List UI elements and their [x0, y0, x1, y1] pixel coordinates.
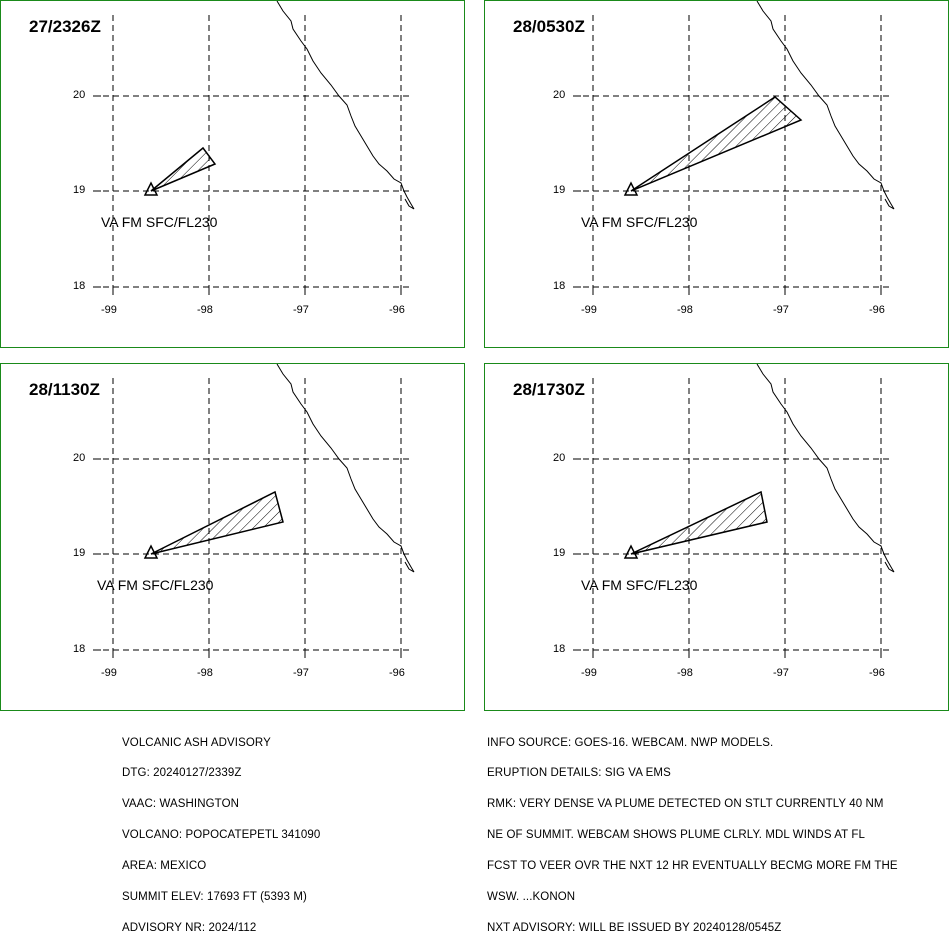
coastline	[276, 1, 415, 210]
lat-tick-19: 19	[553, 547, 566, 559]
coastline	[756, 1, 895, 210]
map-graphic-1	[93, 1, 415, 295]
coastline	[276, 364, 415, 573]
lat-tick-20: 20	[73, 452, 86, 464]
va-altitude-label: VA FM SFC/FL230	[101, 214, 218, 230]
va-altitude-label: VA FM SFC/FL230	[581, 577, 698, 593]
lat-tick-18: 18	[73, 643, 86, 655]
lon-tick-99: -99	[581, 667, 597, 679]
lon-tick-96: -96	[869, 667, 885, 679]
advisory-eruption: ERUPTION DETAILS: SIG VA EMS	[487, 767, 671, 780]
lon-tick-97: -97	[773, 667, 789, 679]
time-label: 27/2326Z	[29, 17, 101, 36]
forecast-panel-2: 28/0530Z VA FM SFC/FL230 20 19 18 -99 -9…	[484, 0, 949, 348]
advisory-dtg: DTG: 20240127/2339Z	[122, 767, 242, 780]
lon-tick-96: -96	[389, 667, 405, 679]
advisory-volcano: VOLCANO: POPOCATEPETL 341090	[122, 829, 321, 842]
advisory-number: ADVISORY NR: 2024/112	[122, 921, 257, 934]
advisory-remark-2: NE OF SUMMIT. WEBCAM SHOWS PLUME CLRLY. …	[487, 829, 866, 842]
lon-tick-96: -96	[389, 304, 405, 316]
lon-tick-99: -99	[581, 304, 597, 316]
time-label: 28/1730Z	[513, 380, 585, 399]
advisory-left-block: VOLCANIC ASH ADVISORY DTG: 20240127/2339…	[122, 717, 320, 944]
advisory-area: AREA: MEXICO	[122, 860, 207, 873]
lon-tick-98: -98	[197, 667, 213, 679]
lat-tick-19: 19	[553, 184, 566, 196]
time-label: 28/1130Z	[29, 380, 100, 399]
lat-tick-19: 19	[73, 547, 86, 559]
advisory-next: NXT ADVISORY: WILL BE ISSUED BY 20240128…	[487, 921, 782, 934]
advisory-remark-3: FCST TO VEER OVR THE NXT 12 HR EVENTUALL…	[487, 860, 898, 873]
lon-tick-99: -99	[101, 304, 117, 316]
lon-tick-98: -98	[197, 304, 213, 316]
lat-tick-18: 18	[553, 280, 566, 292]
va-altitude-label: VA FM SFC/FL230	[97, 577, 214, 593]
lon-tick-99: -99	[101, 667, 117, 679]
advisory-right-block: INFO SOURCE: GOES-16. WEBCAM. NWP MODELS…	[487, 717, 898, 944]
lon-tick-98: -98	[677, 304, 693, 316]
lon-tick-97: -97	[293, 304, 309, 316]
lon-tick-97: -97	[293, 667, 309, 679]
map-graphic-2	[573, 1, 895, 295]
advisory-vaac: VAAC: WASHINGTON	[122, 798, 240, 811]
va-altitude-label: VA FM SFC/FL230	[581, 214, 698, 230]
map-graphic-3	[93, 364, 415, 658]
lat-tick-18: 18	[73, 280, 86, 292]
lat-tick-19: 19	[73, 184, 86, 196]
forecast-panel-3: 28/1130Z VA FM SFC/FL230 20 19 18 -99 -9…	[0, 363, 465, 711]
coastline	[756, 364, 895, 573]
lat-tick-20: 20	[73, 89, 86, 101]
map-graphic-4	[573, 364, 895, 658]
advisory-info-source: INFO SOURCE: GOES-16. WEBCAM. NWP MODELS…	[487, 736, 774, 749]
lat-tick-18: 18	[553, 643, 566, 655]
lat-tick-20: 20	[553, 452, 566, 464]
lon-tick-98: -98	[677, 667, 693, 679]
advisory-remark-1: RMK: VERY DENSE VA PLUME DETECTED ON STL…	[487, 798, 884, 811]
advisory-remark-4: WSW. ...KONON	[487, 891, 576, 904]
forecast-panel-1: 27/2326Z VA FM SFC/FL230 20 19 18 -99 -9…	[0, 0, 465, 348]
lon-tick-96: -96	[869, 304, 885, 316]
advisory-summit: SUMMIT ELEV: 17693 FT (5393 M)	[122, 891, 307, 904]
time-label: 28/0530Z	[513, 17, 585, 36]
lon-tick-97: -97	[773, 304, 789, 316]
forecast-panel-4: 28/1730Z VA FM SFC/FL230 20 19 18 -99 -9…	[484, 363, 949, 711]
advisory-title: VOLCANIC ASH ADVISORY	[122, 736, 271, 749]
lat-tick-20: 20	[553, 89, 566, 101]
